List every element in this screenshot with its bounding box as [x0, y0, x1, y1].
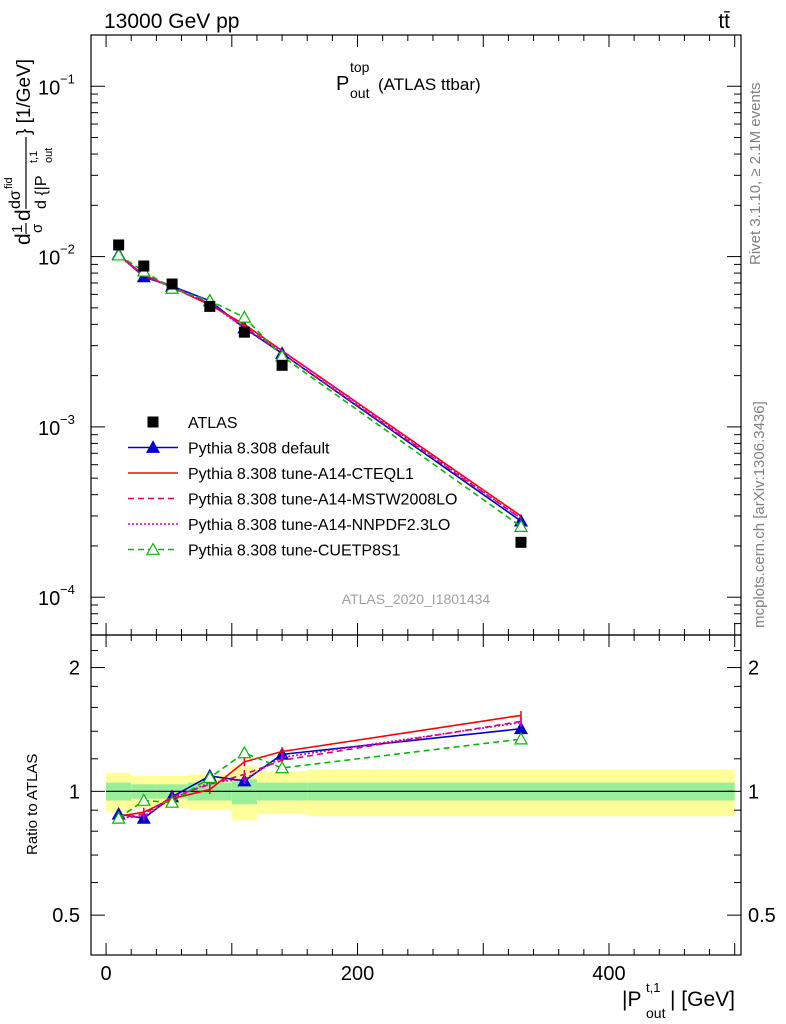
data-point-atlas — [515, 536, 527, 548]
plot-title-sub: out — [350, 85, 370, 101]
data-point-atlas — [166, 278, 178, 290]
analysis-id: ATLAS_2020_I1801434 — [342, 591, 491, 607]
x-tick-label: 400 — [592, 963, 625, 985]
y-label-d: d — [12, 233, 35, 245]
ratio-frame — [90, 634, 742, 956]
legend: ATLAS Pythia 8.308 default Pythia 8.308 tu… — [128, 415, 457, 560]
y-label-frac1-den: σ — [29, 223, 46, 233]
ratio-y-tick-label-right: 1 — [748, 781, 759, 803]
y-label-den-sup: t,1 — [28, 151, 40, 163]
ratio-y-tick-label: 0.5 — [52, 905, 80, 927]
legend-marker-atlas — [147, 416, 159, 428]
ratio-point-pythia-8-308-tune-cuetp8s1 — [165, 795, 180, 808]
y-label-frac2-sup: fid — [3, 177, 15, 189]
energy-label: 13000 GeV pp — [104, 10, 239, 33]
legend-label: Pythia 8.308 tune-A14-CTEQL1 — [188, 466, 414, 483]
y-tick-label-exponent: −1 — [60, 71, 75, 86]
y-tick-label: 10 — [38, 418, 60, 440]
ratio-point-pythia-8-308-tune-cuetp8s1 — [513, 731, 529, 745]
y-tick-label: 10 — [38, 248, 60, 270]
y-label-frac2-den: d {|P — [33, 175, 50, 209]
legend-marker — [145, 542, 161, 555]
ratio-y-tick-label: 1 — [69, 781, 80, 803]
ratio-point-pythia-8-308-tune-cuetp8s1 — [136, 793, 151, 806]
legend-label: ATLAS — [188, 415, 238, 432]
rivet-label: Rivet 3.1.10, ≥ 2.1M events — [747, 83, 764, 266]
series-line-pythia-8-308-tune-cuetp8s1 — [118, 254, 522, 528]
ratio-point-pythia-8-308-tune-cuetp8s1 — [202, 770, 217, 784]
y-label-frac1-num: 1 — [9, 225, 26, 233]
y-axis-label-ratio: Ratio to ATLAS — [24, 754, 41, 855]
y-tick-label: 10 — [38, 588, 60, 610]
y-tick-label-exponent: −3 — [60, 412, 75, 427]
y-label-tail: } [1/GeV] — [14, 59, 35, 135]
series-point-pythia-8-308-tune-cuetp8s1 — [237, 310, 252, 323]
data-point-atlas — [238, 326, 250, 338]
plot-title-suffix: (ATLAS ttbar) — [378, 75, 481, 94]
ratio-point-pythia-8-308-tune-cuetp8s1 — [111, 811, 126, 824]
y-label-den-sub: out — [43, 148, 55, 163]
x-label-sup: t,1 — [646, 980, 660, 995]
y-tick-label-exponent: −4 — [60, 582, 75, 597]
plot-title-main: P — [336, 73, 349, 95]
series-point-pythia-8-308-tune-cuetp8s1 — [513, 519, 529, 532]
y-label-frac2-num: dσ — [7, 190, 24, 209]
data-point-atlas — [204, 300, 216, 312]
x-label-post: | [GeV] — [670, 988, 735, 1011]
legend-label: Pythia 8.308 tune-A14-MSTW2008LO — [188, 492, 457, 509]
y-label-d2: d — [12, 209, 35, 221]
x-axis-label: |P t,1 out | [GeV] — [622, 980, 735, 1021]
plot-title-sup: top — [350, 59, 370, 75]
ratio-point-pythia-8-308-tune-cuetp8s1 — [275, 760, 290, 774]
series-point-pythia-8-308-tune-cuetp8s1 — [111, 247, 126, 261]
data-point-atlas — [276, 359, 288, 371]
legend-label: Pythia 8.308 default — [188, 441, 330, 458]
legend-label: Pythia 8.308 tune-A14-NNPDF2.3LO — [188, 517, 450, 534]
ratio-y-tick-label-right: 0.5 — [748, 905, 776, 927]
y-tick-label: 10 — [38, 77, 60, 99]
data-point-atlas — [138, 260, 150, 272]
svg-text:P: P — [336, 73, 349, 95]
x-label-pre: |P — [622, 988, 641, 1011]
y-axis-label-main: d 1 σ d dσ fid d {|P t,1 out } [1/GeV] — [3, 59, 55, 245]
x-tick-label: 0 — [101, 963, 112, 985]
data-point-atlas — [113, 239, 125, 251]
ratio-point-pythia-8-308-tune-cuetp8s1 — [237, 745, 252, 759]
mcplots-label: mcplots.cern.ch [arXiv:1306.3436] — [751, 401, 768, 628]
legend-label: Pythia 8.308 tune-CUETP8S1 — [188, 543, 401, 560]
x-tick-label: 200 — [341, 963, 374, 985]
process-label: tt̄ — [718, 10, 730, 33]
ratio-y-tick-label-right: 2 — [748, 658, 759, 680]
legend-marker — [145, 440, 161, 453]
x-label-sub: out — [646, 1005, 666, 1021]
ratio-y-tick-label: 2 — [69, 658, 80, 680]
ratio-plot-panel: 0 200 400 0.5 0.5 1 1 2 2 — [52, 634, 776, 985]
y-tick-label-exponent: −2 — [60, 242, 75, 257]
plot-title: P top out (ATLAS ttbar) — [336, 59, 481, 101]
main-plot-panel: 10−110−210−310−4 — [38, 34, 742, 955]
